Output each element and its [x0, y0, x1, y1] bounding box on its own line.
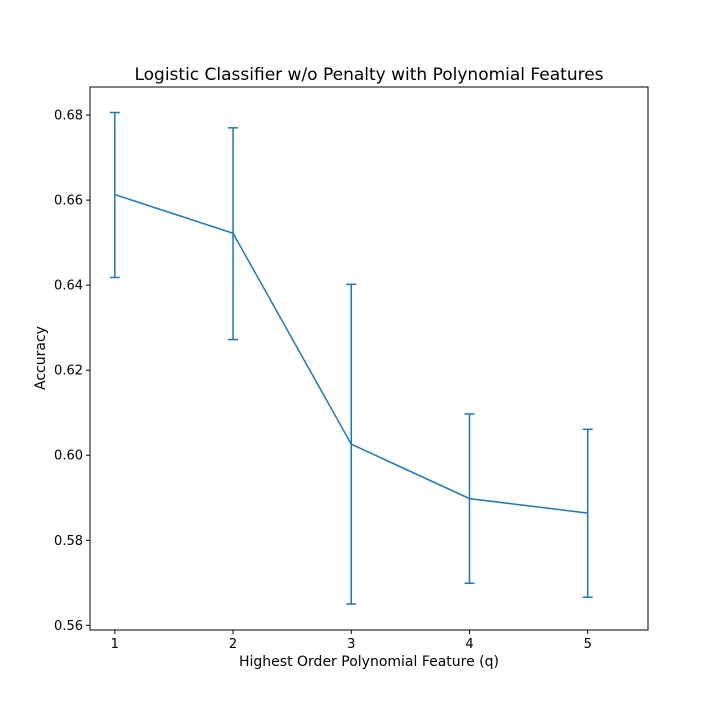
y-tick-label: 0.66 — [54, 194, 83, 209]
x-axis-label: Highest Order Polynomial Feature (q) — [239, 654, 499, 670]
y-axis-ticks: 0.56 0.58 0.60 0.62 0.64 0.66 0.68 — [54, 109, 90, 634]
x-axis-ticks: 1 2 3 4 5 — [111, 630, 592, 652]
y-axis-label: Accuracy — [33, 326, 49, 390]
series-group — [114, 193, 588, 514]
x-tick-label: 3 — [347, 637, 355, 652]
y-tick-label: 0.58 — [54, 534, 83, 549]
x-tick-label: 2 — [229, 637, 237, 652]
plot-frame — [89, 86, 649, 631]
x-tick-label: 1 — [111, 637, 119, 652]
y-tick-label: 0.56 — [54, 619, 83, 634]
series-line — [114, 193, 588, 514]
y-tick-label: 0.60 — [54, 449, 83, 464]
x-tick-label: 5 — [584, 637, 592, 652]
y-tick-label: 0.62 — [54, 364, 83, 379]
y-tick-label: 0.64 — [54, 279, 83, 294]
x-tick-label: 4 — [465, 637, 473, 652]
chart-title: Logistic Classifier w/o Penalty with Pol… — [134, 65, 603, 85]
y-tick-label: 0.68 — [54, 109, 83, 124]
